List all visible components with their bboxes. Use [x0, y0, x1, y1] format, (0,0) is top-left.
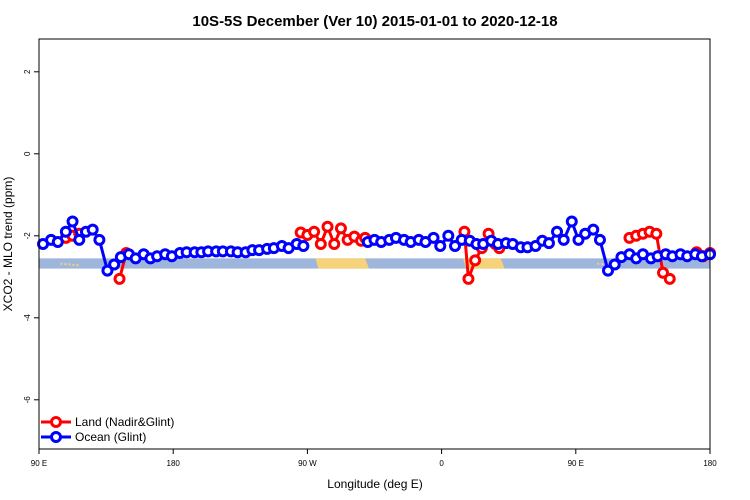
series-ocean-point-64 [557, 233, 570, 246]
y-tick-label-1: 0 [23, 151, 32, 156]
series-ocean-point-47 [434, 240, 447, 253]
series-ocean-point-63 [551, 225, 564, 238]
series-ocean-point-46 [427, 231, 440, 244]
x-axis: 90 E 180 90 W 0 90 E 180 [31, 449, 717, 468]
series-ocean-point-36 [297, 240, 310, 253]
y-tick-label-3: -4 [23, 314, 32, 322]
series-land-point-29 [663, 272, 676, 285]
series-ocean-point-8 [93, 233, 106, 246]
y-tick-label-4: -6 [23, 396, 32, 404]
series-ocean-point-5 [73, 233, 86, 246]
series-land-point-18 [469, 254, 482, 267]
x-tick-label-0: 90 E [31, 459, 47, 468]
map-strip-islands-0 [60, 262, 80, 267]
series-ocean-point-3 [59, 225, 72, 238]
series-layer [37, 215, 716, 285]
series-ocean-point-71 [608, 258, 621, 271]
plot-frame [38, 38, 711, 450]
legend-land-label: Land (Nadir&Glint) [75, 415, 174, 429]
series-land-point-17 [462, 272, 475, 285]
x-tick-label-5: 180 [703, 459, 717, 468]
series-ocean [37, 215, 716, 277]
y-axis-label: XCO2 - MLO trend (ppm) [1, 177, 15, 312]
series-land-point-7 [308, 225, 321, 238]
x-tick-label-3: 0 [439, 459, 444, 468]
legend-land-marker [50, 416, 62, 428]
y-tick-label-0: 2 [23, 69, 32, 74]
series-land-point-10 [328, 238, 341, 250]
x-tick-label-1: 180 [167, 459, 181, 468]
legend: Land (Nadir&Glint) Ocean (Glint) [41, 415, 174, 444]
series-ocean-point-68 [587, 223, 600, 236]
series-land-point-3 [113, 272, 126, 285]
series-ocean-point-48 [442, 229, 455, 242]
legend-ocean-label: Ocean (Glint) [75, 430, 146, 444]
series-ocean-point-10 [108, 258, 121, 271]
series-land-point-8 [314, 238, 327, 250]
legend-ocean-marker [50, 431, 62, 443]
series-ocean-point-2 [51, 235, 64, 248]
x-axis-label: Longitude (deg E) [327, 477, 422, 491]
series-ocean-point-69 [593, 233, 606, 246]
x-tick-label-2: 90 W [298, 459, 317, 468]
y-axis: 2 0 -2 -4 -6 [23, 69, 39, 403]
chart-title: 10S-5S December (Ver 10) 2015-01-01 to 2… [192, 13, 557, 30]
y-tick-label-2: -2 [23, 232, 32, 240]
series-ocean-point-62 [542, 237, 555, 250]
map-strip-land-0 [315, 258, 370, 269]
series-ocean-point-7 [86, 223, 99, 236]
map-strip-ocean [39, 258, 710, 269]
series-land-point-11 [334, 222, 347, 235]
series-ocean-point-65 [565, 215, 578, 228]
series-ocean-point-4 [66, 215, 79, 228]
x-tick-label-4: 90 E [568, 459, 584, 468]
series-land-point-9 [321, 220, 334, 233]
series-land-point-27 [650, 227, 663, 240]
